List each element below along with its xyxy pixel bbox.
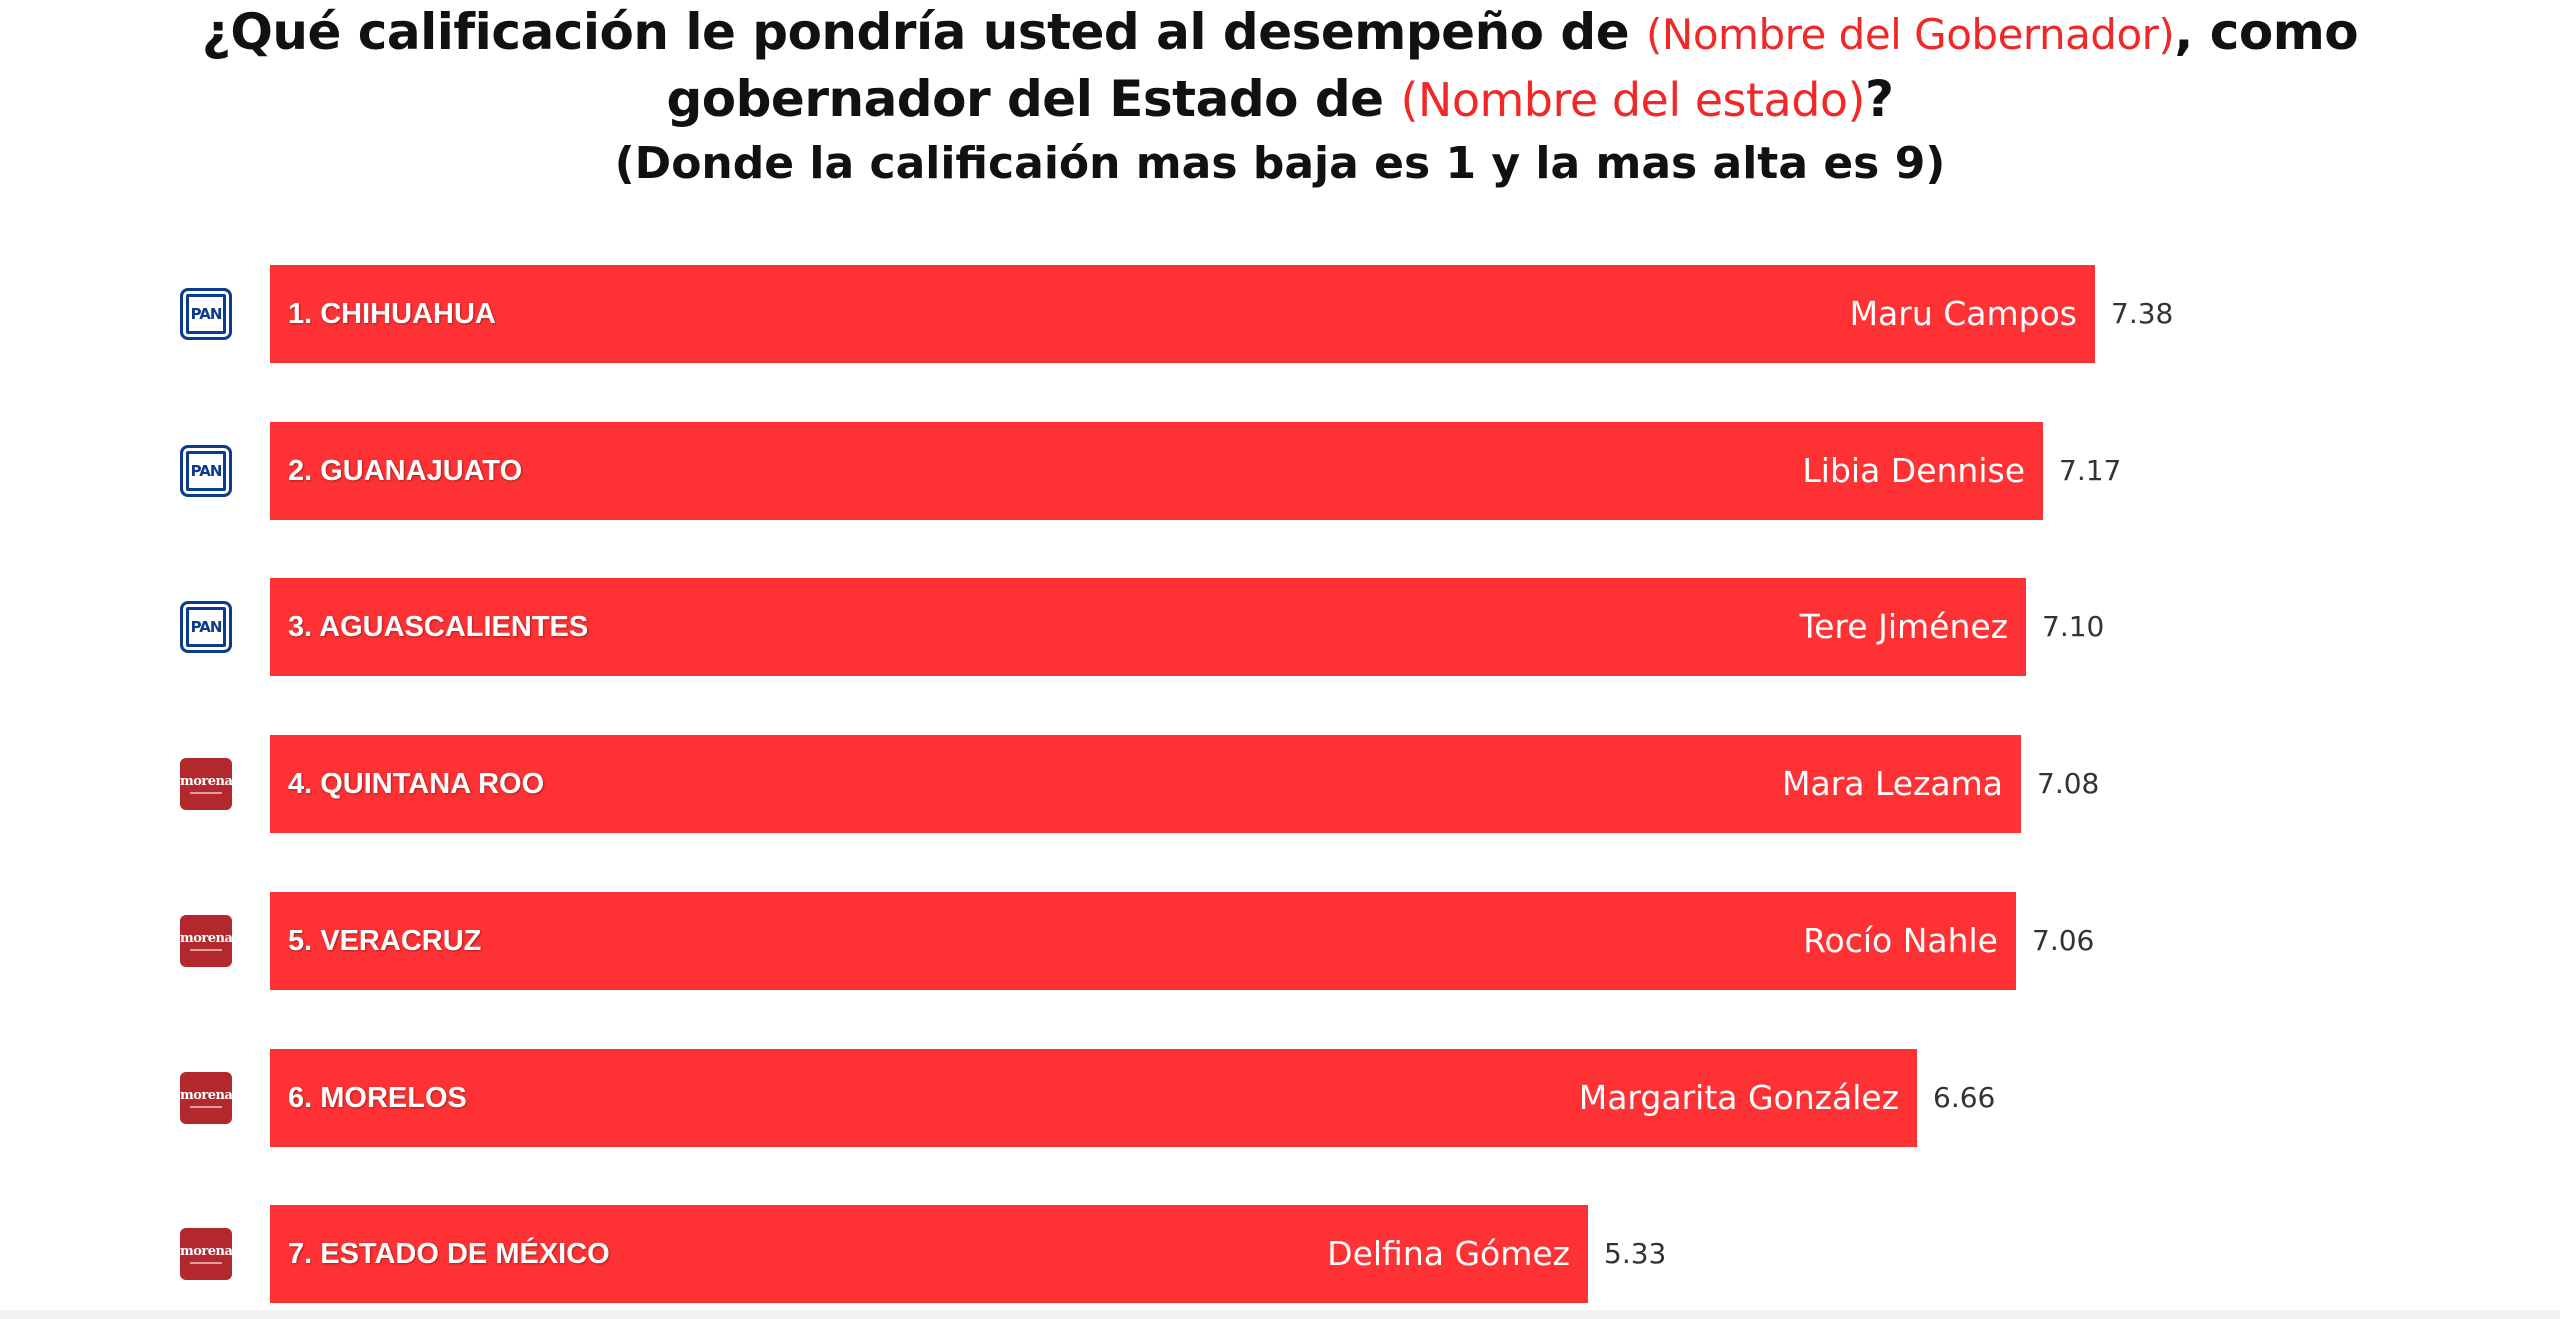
bar-value-label: 7.10 xyxy=(2042,610,2105,643)
bar-governor-name: Margarita González xyxy=(1578,1078,1899,1117)
title-text: ¿Qué calificación le pondría usted al de… xyxy=(201,3,1647,61)
bar-governor-name: Mara Lezama xyxy=(1782,764,2003,803)
bar-governor-name: Delfina Gómez xyxy=(1327,1234,1570,1273)
bar-governor-name: Tere Jiménez xyxy=(1799,607,2008,646)
bar-value-label: 6.66 xyxy=(1933,1081,1996,1114)
title-line-2: gobernador del Estado de (Nombre del est… xyxy=(0,67,2560,132)
title-placeholder-state: (Nombre del estado) xyxy=(1400,73,1865,127)
morena-logo-icon: morena xyxy=(180,915,233,967)
party-logo-text: PAN xyxy=(190,462,223,480)
bar: 6. MORELOS Margarita González xyxy=(270,1049,1917,1147)
title-text: ? xyxy=(1865,70,1894,128)
bar-value-label: 7.17 xyxy=(2059,454,2122,487)
bar-value-label: 7.08 xyxy=(2037,767,2100,800)
party-logo-text: morena xyxy=(180,774,233,789)
bar-category-label: 1. CHIHUAHUA xyxy=(288,298,496,330)
title-line-1: ¿Qué calificación le pondría usted al de… xyxy=(0,0,2560,67)
bar-governor-name: Rocío Nahle xyxy=(1803,921,1998,960)
logo-underline xyxy=(190,1106,222,1108)
pan-logo-icon: PAN xyxy=(180,445,232,497)
pan-logo-icon: PAN xyxy=(180,601,232,653)
bar-value-label: 5.33 xyxy=(1604,1237,1667,1270)
chart-header: ¿Qué calificación le pondría usted al de… xyxy=(0,0,2560,194)
pan-logo-icon: PAN xyxy=(180,288,232,340)
bar-category-label: 3. AGUASCALIENTES xyxy=(288,611,589,643)
bar-category-label: 5. VERACRUZ xyxy=(288,925,482,957)
party-logo-text: morena xyxy=(180,931,233,946)
morena-logo-icon: morena xyxy=(180,1072,233,1124)
bar: 3. AGUASCALIENTES Tere Jiménez xyxy=(270,578,2026,676)
logo-underline xyxy=(190,1262,222,1264)
bar: 7. ESTADO DE MÉXICO Delfina Gómez xyxy=(270,1205,1588,1303)
bar: 2. GUANAJUATO Libia Dennise xyxy=(270,422,2043,520)
bar-category-label: 7. ESTADO DE MÉXICO xyxy=(288,1238,610,1270)
subtitle: (Donde la calificaión mas baja es 1 y la… xyxy=(614,138,1946,189)
bar-governor-name: Maru Campos xyxy=(1849,294,2077,333)
bar: 5. VERACRUZ Rocío Nahle xyxy=(270,892,2016,990)
bar-category-label: 4. QUINTANA ROO xyxy=(288,768,545,800)
title-text: gobernador del Estado de xyxy=(666,70,1401,128)
party-logo-text: morena xyxy=(180,1088,233,1103)
bar-governor-name: Libia Dennise xyxy=(1802,451,2025,490)
bar-category-label: 2. GUANAJUATO xyxy=(288,455,523,487)
bar-value-label: 7.38 xyxy=(2111,297,2174,330)
morena-logo-icon: morena xyxy=(180,758,233,810)
bar: 1. CHIHUAHUA Maru Campos xyxy=(270,265,2095,363)
logo-underline xyxy=(190,949,222,951)
party-logo-text: PAN xyxy=(190,305,223,323)
party-logo-text: PAN xyxy=(190,618,223,636)
bar: 4. QUINTANA ROO Mara Lezama xyxy=(270,735,2021,833)
title-placeholder-governor: (Nombre del Gobernador) xyxy=(1646,10,2175,59)
bar-category-label: 6. MORELOS xyxy=(288,1082,467,1114)
party-logo-text: morena xyxy=(180,1244,233,1259)
morena-logo-icon: morena xyxy=(180,1228,233,1280)
bottom-divider xyxy=(0,1310,2560,1319)
logo-underline xyxy=(190,792,222,794)
bar-value-label: 7.06 xyxy=(2032,924,2095,957)
title-text: , como xyxy=(2174,3,2359,61)
